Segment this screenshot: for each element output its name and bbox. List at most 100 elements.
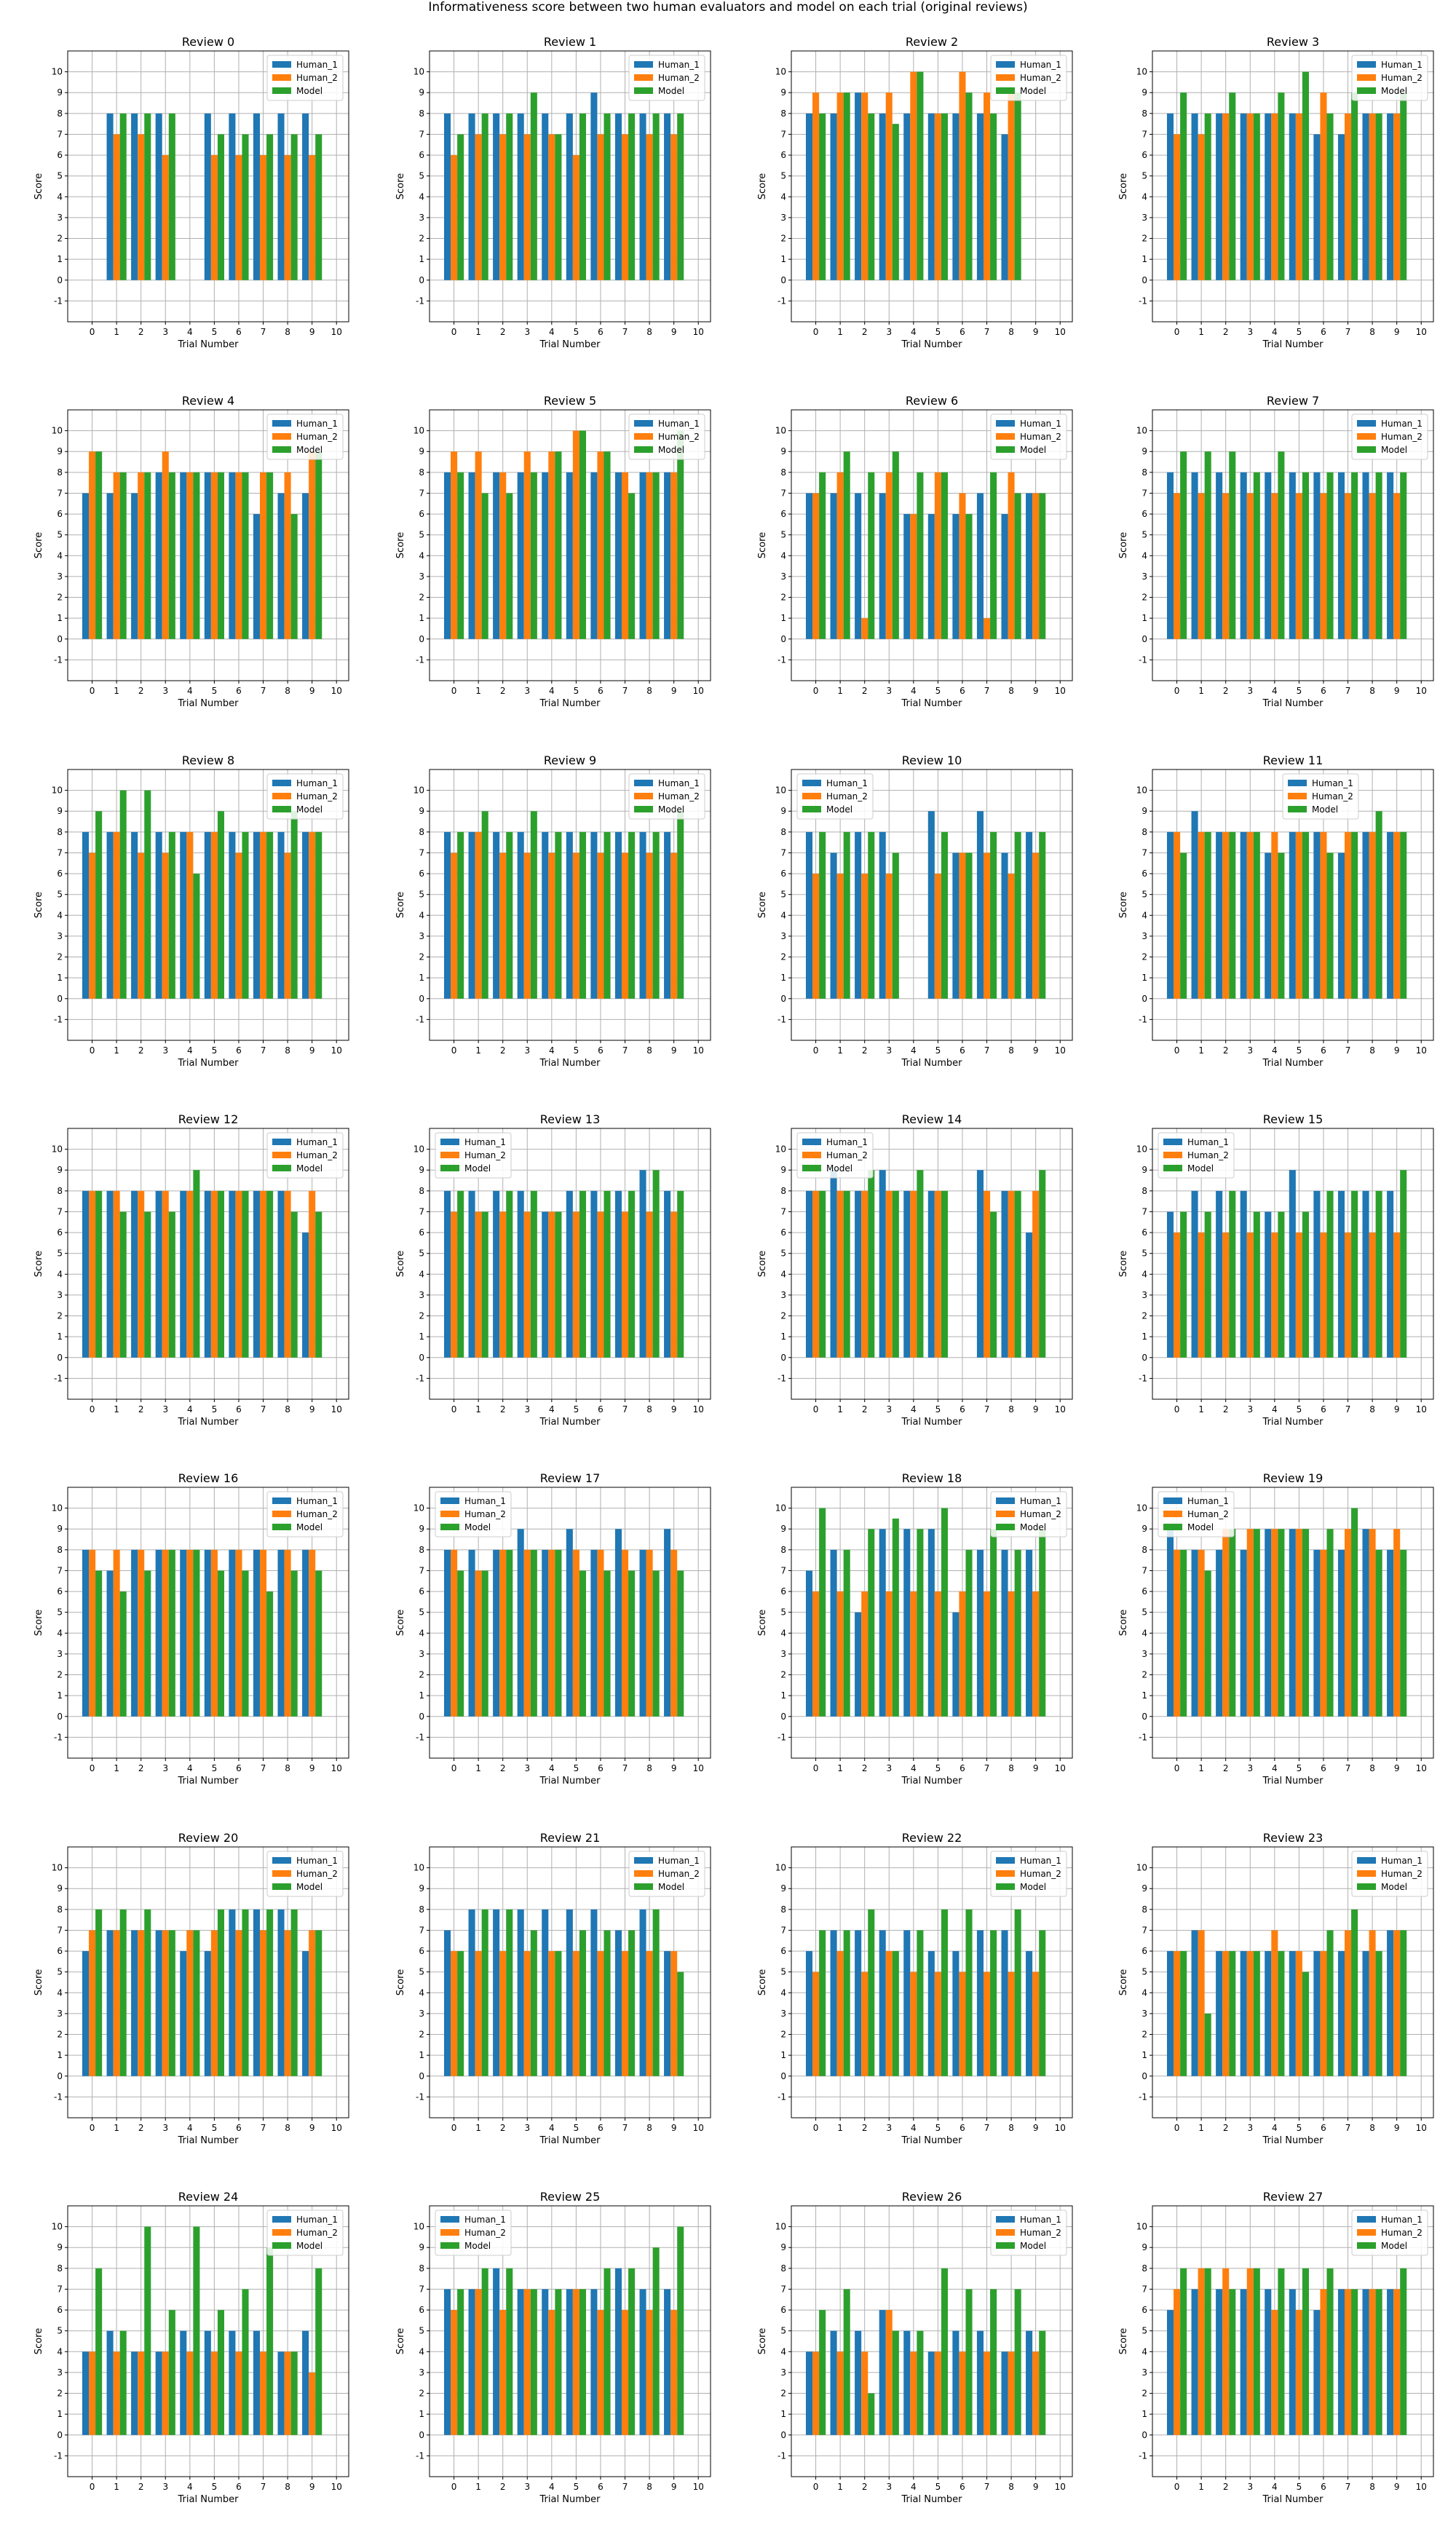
bar-human_1: [927, 811, 935, 999]
legend-label: Human_2: [1381, 432, 1423, 442]
bar-human_2: [1174, 1549, 1181, 1717]
bar-human_2: [597, 2310, 604, 2435]
bar-human_2: [621, 1211, 629, 1358]
bar-model: [1014, 2289, 1021, 2435]
x-tick-label: 3: [1247, 1763, 1253, 1773]
bar-model: [555, 1951, 562, 2076]
x-axis-label: Trial Number: [539, 698, 601, 709]
x-tick-label: 4: [1272, 1045, 1278, 1056]
y-axis-label: Score: [1118, 532, 1129, 558]
y-tick-label: -1: [416, 2450, 424, 2461]
bar-model: [941, 1909, 948, 2076]
y-tick-label: 0: [780, 1353, 786, 1363]
bar-human_2: [861, 1591, 869, 1717]
x-tick-label: 5: [1297, 327, 1302, 337]
bar-human_2: [1198, 1930, 1205, 2076]
x-tick-label: 9: [1394, 1045, 1400, 1056]
bar-human_1: [155, 472, 162, 639]
bar-model: [457, 831, 464, 999]
x-tick-label: 0: [451, 1045, 457, 1056]
y-tick-label: 1: [57, 2050, 63, 2060]
legend-swatch-model: [802, 806, 821, 812]
legend-label: Human_2: [1020, 2228, 1061, 2238]
bar-human_2: [983, 618, 991, 639]
legend-swatch-human_1: [996, 420, 1015, 427]
axes-frame: [791, 2205, 1073, 2477]
legend-swatch-model: [996, 1524, 1015, 1530]
x-tick-label: 3: [1247, 686, 1253, 696]
y-tick-label: 1: [57, 613, 63, 623]
x-tick-label: 5: [1297, 1045, 1302, 1056]
bar-human_2: [1032, 1190, 1040, 1358]
y-tick-label: 1: [1142, 613, 1147, 623]
bar-human_1: [180, 1951, 187, 2076]
legend-label: Human_2: [296, 432, 338, 442]
y-tick-label: 7: [780, 1565, 786, 1575]
bar-human_2: [1369, 1233, 1376, 1358]
y-tick-label: 10: [775, 1144, 786, 1155]
bar-human_2: [548, 134, 555, 280]
bar-model: [819, 2310, 826, 2435]
bar-human_2: [113, 831, 120, 999]
y-tick-label: 10: [1136, 1144, 1147, 1155]
y-tick-label: 7: [780, 2284, 786, 2294]
legend-label: Human_1: [658, 1856, 700, 1866]
y-tick-label: 10: [775, 786, 786, 796]
y-tick-label: 7: [1142, 847, 1147, 858]
y-tick-label: 8: [1142, 108, 1147, 119]
x-tick-label: 1: [475, 2482, 481, 2492]
legend-label: Model: [658, 1882, 684, 1892]
bar-model: [315, 1570, 323, 1717]
y-tick-label: 2: [419, 952, 424, 962]
y-tick-label: 10: [414, 786, 424, 796]
bar-model: [168, 831, 175, 999]
x-axis-label: Trial Number: [539, 2135, 601, 2146]
bar-model: [481, 1211, 488, 1358]
x-tick-label: 8: [285, 327, 290, 337]
bar-human_1: [879, 113, 886, 280]
bar-model: [1180, 1211, 1187, 1358]
bar-human_1: [976, 493, 984, 639]
bar-model: [481, 2268, 488, 2435]
bar-human_2: [597, 134, 604, 280]
x-tick-label: 0: [90, 2482, 95, 2492]
bar-model: [290, 811, 298, 999]
x-tick-label: 0: [1174, 2123, 1180, 2133]
y-tick-label: 2: [419, 593, 424, 603]
y-tick-label: 6: [57, 1227, 63, 1238]
y-tick-label: 7: [419, 129, 424, 139]
y-tick-label: 10: [414, 1503, 424, 1514]
bar-human_1: [468, 2289, 475, 2435]
subplot-title: Review 14: [902, 1112, 962, 1126]
bar-human_2: [451, 2310, 458, 2435]
legend-swatch-model: [272, 2242, 291, 2249]
y-tick-label: 0: [1142, 275, 1147, 285]
x-tick-label: 2: [500, 2123, 506, 2133]
legend-label: Human_2: [1020, 432, 1061, 442]
bar-human_2: [162, 1549, 169, 1717]
legend-swatch-human_1: [272, 61, 291, 68]
bar-human_2: [572, 1951, 579, 2076]
bar-model: [217, 472, 224, 639]
bar-human_1: [82, 1549, 90, 1717]
bar-human_1: [277, 1549, 285, 1717]
x-tick-label: 9: [309, 686, 315, 696]
x-tick-label: 6: [236, 2482, 242, 2492]
x-tick-label: 5: [935, 1763, 941, 1773]
bar-human_2: [548, 1549, 555, 1717]
legend-swatch-model: [1163, 1524, 1182, 1530]
y-tick-label: 1: [780, 613, 786, 623]
y-tick-label: 2: [1142, 1311, 1147, 1321]
x-tick-label: 10: [331, 2123, 342, 2133]
x-tick-label: 1: [1198, 2482, 1204, 2492]
y-tick-label: 5: [1142, 2326, 1147, 2336]
axes-frame: [791, 1128, 1073, 1400]
x-tick-label: 1: [114, 1404, 119, 1415]
y-tick-label: 10: [775, 426, 786, 436]
legend-swatch-human_1: [1357, 420, 1376, 427]
